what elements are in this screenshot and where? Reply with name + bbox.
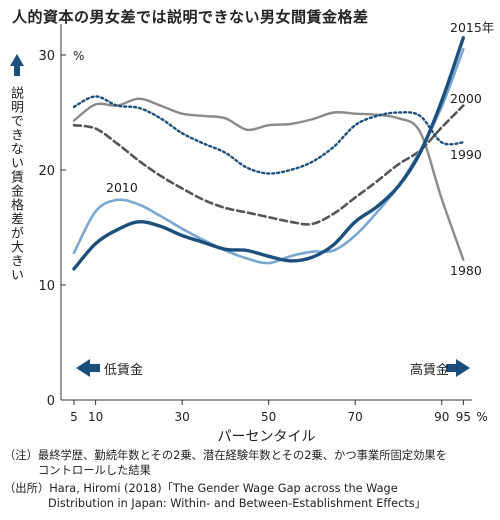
y-tick-label: 10 [38, 279, 55, 294]
x-tick-label: 70 [348, 410, 363, 424]
x-tick-label: 95 [456, 410, 471, 424]
source-line1: （出所）Hara, Hiromi (2018)「The Gender Wage … [4, 481, 398, 496]
note-text-1: 最終学歴、勤続年数とその2乗、潜在経験年数とその2乗、かつ事業所固定効果を [37, 449, 447, 462]
y-tick-label: 30 [38, 49, 55, 64]
note-line1: （注）最終学歴、勤続年数とその2乗、潜在経験年数とその2乗、かつ事業所固定効果を [4, 448, 447, 463]
source-line2: Distribution in Japan: Within- and Betwe… [48, 497, 426, 510]
note-line2: コントロールした結果 [38, 464, 151, 477]
up-arrow-icon [10, 54, 24, 76]
series-line-1990 [72, 95, 465, 175]
series-line-1980 [72, 97, 465, 261]
x-unit-label: % [476, 410, 487, 424]
x-tick-label: 5 [70, 410, 78, 424]
left-arrow-icon [76, 359, 100, 377]
high-wage-label: 高賃金 [410, 362, 449, 378]
chart-title: 人的資本の男女差では説明できない男女間賃金格差 [12, 8, 369, 26]
y-tick-label: 20 [38, 164, 55, 179]
y-axis-label: 説明できない賃金格差が大きい [8, 86, 23, 282]
x-tick-label: 30 [174, 410, 189, 424]
series-label-2010: 2010 [106, 180, 138, 195]
x-axis-label: パーセンタイル [218, 429, 316, 445]
series-label-1980: 1980 [450, 263, 482, 278]
series-label-1990: 1990 [450, 147, 482, 162]
source-label: （出所） [4, 482, 50, 495]
x-tick-label: 50 [261, 410, 276, 424]
series-label-2015: 2015年 [450, 20, 494, 35]
note-label: （注） [4, 449, 38, 462]
series-line-2015 [72, 36, 465, 271]
series-label-2000: 2000 [450, 91, 482, 106]
source-text-1: Hara, Hiromi (2018)「The Gender Wage Gap … [49, 482, 398, 495]
y-tick-label: 0 [47, 394, 55, 409]
series-line-2000 [72, 104, 465, 226]
x-tick-label: 90 [434, 410, 449, 424]
low-wage-label: 低賃金 [104, 362, 143, 378]
y-unit-label: % [73, 49, 84, 63]
right-arrow-icon [446, 359, 470, 377]
x-tick-label: 10 [88, 410, 103, 424]
